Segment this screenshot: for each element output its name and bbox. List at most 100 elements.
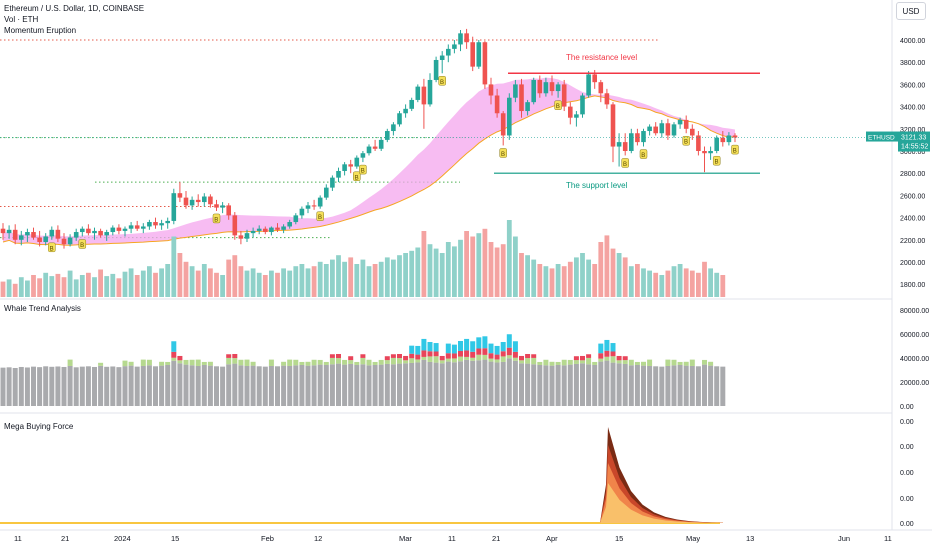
whale-bar-cyan xyxy=(500,342,506,352)
whale-bar-grey xyxy=(159,365,165,406)
whale-bar-red xyxy=(360,354,366,358)
whale-bar-grey xyxy=(73,367,79,406)
volume-bar xyxy=(622,257,628,297)
volume-bar xyxy=(470,236,476,297)
price-axis-tick: 3200.00 xyxy=(900,127,925,134)
whale-bar-grey xyxy=(98,365,104,406)
whale-bar-red xyxy=(494,354,500,360)
volume-bar xyxy=(452,246,457,297)
candle-body xyxy=(616,142,622,147)
volume-bar xyxy=(574,257,579,297)
whale-bar-grey xyxy=(683,365,689,406)
mega-axis-tick: 0.00 xyxy=(900,419,914,426)
whale-bar-red xyxy=(573,356,579,361)
whale-bar-green xyxy=(702,359,707,365)
whale-bar-red xyxy=(512,351,518,358)
whale-bar-green xyxy=(293,359,299,366)
whale-bar-grey xyxy=(653,366,659,406)
buy-signal-marker xyxy=(438,76,446,86)
candle-body xyxy=(708,151,713,154)
volume-bar xyxy=(384,257,390,297)
buy-signal-marker xyxy=(499,148,507,158)
whale-bar-red xyxy=(439,355,445,361)
volume-bar xyxy=(134,275,140,297)
volume-bar xyxy=(262,275,268,297)
time-axis-tick: 11 xyxy=(884,534,892,543)
volume-bar xyxy=(531,259,537,297)
candle-body xyxy=(726,135,732,143)
volume-bar xyxy=(610,248,616,297)
whale-bar-green xyxy=(628,359,634,366)
candle-body xyxy=(665,123,671,136)
volume-bar xyxy=(433,248,439,297)
symbol-tag xyxy=(866,131,898,142)
candle-body xyxy=(446,48,451,56)
whale-bar-green xyxy=(519,360,524,364)
whale-bar-grey xyxy=(177,363,183,406)
candle-body xyxy=(671,124,677,136)
buy-signal-letter: B xyxy=(733,149,737,155)
candle-body xyxy=(531,79,536,103)
time-axis-tick: 21 xyxy=(492,534,500,543)
candle-body xyxy=(324,187,329,198)
candle-body xyxy=(171,193,177,221)
whale-bar-grey xyxy=(12,367,18,406)
candle-body xyxy=(391,124,396,132)
candle-body xyxy=(195,199,201,203)
whale-bar-green xyxy=(360,357,366,365)
volume-bar xyxy=(482,228,488,297)
whale-bar-green xyxy=(323,361,329,365)
whale-bar-cyan xyxy=(409,345,415,354)
candle-body xyxy=(720,137,726,143)
mega-axis-tick: 0.00 xyxy=(900,496,914,503)
candle-body xyxy=(134,225,140,229)
buy-signal-letter: B xyxy=(684,140,688,146)
whale-bar-red xyxy=(598,353,604,359)
candle-body xyxy=(0,228,6,234)
volume-bar xyxy=(0,281,6,297)
volume-bar xyxy=(220,275,225,297)
whale-bar-green xyxy=(128,361,134,366)
whale-bar-green xyxy=(378,359,384,365)
candle-body xyxy=(366,146,372,154)
whale-bar-grey xyxy=(110,366,116,406)
whale-bar-green xyxy=(415,359,421,363)
volume-bar xyxy=(18,277,24,297)
whale-bar-cyan xyxy=(464,338,470,351)
whale-bar-grey xyxy=(366,365,372,406)
volume-bar xyxy=(208,268,213,297)
currency-button[interactable]: USD xyxy=(896,2,926,20)
price-tag xyxy=(898,131,930,152)
candle-body xyxy=(153,222,158,226)
volume-bar xyxy=(287,270,293,297)
whale-bar-cyan xyxy=(171,341,177,352)
whale-bar-green xyxy=(122,360,128,367)
whale-bar-grey xyxy=(555,364,561,406)
whale-bar-red xyxy=(390,354,396,358)
volume-bar xyxy=(604,235,610,297)
candle-body xyxy=(555,84,561,92)
volume-bar xyxy=(122,271,128,297)
whale-bar-red xyxy=(336,353,341,359)
candle-body xyxy=(360,153,366,158)
whale-bar-green xyxy=(299,361,305,365)
volume-bar xyxy=(458,239,463,297)
whale-bar-cyan xyxy=(421,338,427,351)
whale-bar-green xyxy=(140,359,146,366)
volume-bar xyxy=(683,268,689,297)
whale-bar-cyan xyxy=(433,343,439,352)
volume-bar xyxy=(397,255,402,297)
whale-bar-grey xyxy=(641,365,646,406)
whale-bar-grey xyxy=(421,359,427,406)
whale-bar-green xyxy=(482,354,488,360)
candle-body xyxy=(586,74,591,96)
whale-bar-red xyxy=(409,353,415,359)
whale-bar-green xyxy=(634,361,640,365)
whale-bar-grey xyxy=(128,365,134,406)
whale-bar-green xyxy=(671,359,677,366)
candle-body xyxy=(116,227,122,231)
whale-bar-green xyxy=(555,361,561,365)
volume-bar xyxy=(506,220,512,297)
whale-bar-red xyxy=(458,350,463,357)
